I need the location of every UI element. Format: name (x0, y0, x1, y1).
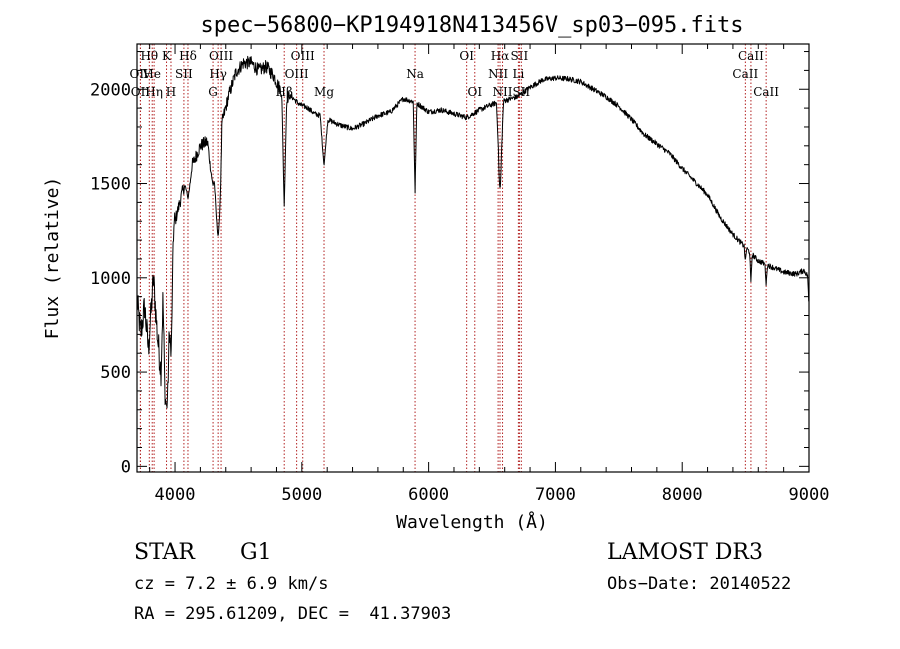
object-type: STAR (134, 540, 195, 565)
y-tick-label: 500 (100, 363, 131, 383)
line-marker-label: Na (406, 67, 424, 81)
line-marker-label: OI (467, 85, 482, 99)
line-marker-label: G (208, 85, 218, 99)
x-axis-ticks: 4000 5000 6000 7000 8000 9000 (149, 44, 830, 505)
line-marker-label: OI (459, 49, 474, 63)
survey-name: LAMOST DR3 (607, 540, 763, 565)
line-marker-label: NII (488, 67, 508, 81)
line-marker-label: OIII (209, 49, 233, 63)
y-axis-label: Flux (relative) (42, 177, 63, 340)
line-marker-label: NII (493, 85, 513, 99)
x-tick-label: 5000 (281, 485, 322, 505)
spectrum-series (136, 55, 810, 409)
plot-frame (136, 43, 810, 473)
x-tick-label: 8000 (662, 485, 703, 505)
x-tick-label: 4000 (155, 485, 196, 505)
line-marker-label: Hη (145, 85, 163, 99)
line-marker-label: OII (131, 85, 151, 99)
object-subclass: G1 (240, 540, 272, 565)
line-marker-label: Hγ (209, 67, 227, 81)
observation-date: Obs−Date: 20140522 (607, 574, 792, 594)
y-axis-ticks: 0 500 1000 1500 2000 (90, 51, 809, 477)
coordinates: RA = 295.61209, DEC = 41.37903 (134, 604, 452, 624)
x-tick-label: 7000 (535, 485, 576, 505)
y-tick-label: 0 (121, 457, 131, 477)
x-tick-label: 9000 (789, 485, 830, 505)
chart-title: spec−56800−KP194918N413456V_sp03−095.fit… (200, 13, 743, 38)
y-tick-label: 2000 (90, 80, 131, 100)
line-marker-label: SII (511, 49, 529, 63)
line-marker-label: OIII (291, 49, 315, 63)
redshift-cz: cz = 7.2 ± 6.9 km/s (134, 574, 329, 594)
y-tick-label: 1500 (90, 175, 131, 195)
line-marker-label: K (162, 49, 172, 63)
line-marker-label: H (166, 85, 176, 99)
line-marker-label: Hα (491, 49, 510, 63)
line-marker-label: CaII (753, 85, 779, 99)
line-marker-label: Hδ (179, 49, 197, 63)
x-tick-label: 6000 (408, 485, 449, 505)
line-marker-label: He (143, 67, 161, 81)
line-marker-label: Hθ (140, 49, 158, 63)
spectrum-line (136, 55, 810, 409)
x-axis-label: Wavelength (Å) (396, 511, 548, 533)
line-marker-label: Mg (314, 85, 334, 99)
line-marker-label: OⅣ (130, 67, 153, 81)
line-marker-label: CaII (732, 67, 758, 81)
line-marker-label: SII (175, 67, 193, 81)
line-marker-label: OIII (285, 67, 309, 81)
y-tick-label: 1000 (90, 269, 131, 289)
line-marker-label: CaII (738, 49, 764, 63)
line-marker-label: Li (512, 67, 524, 81)
